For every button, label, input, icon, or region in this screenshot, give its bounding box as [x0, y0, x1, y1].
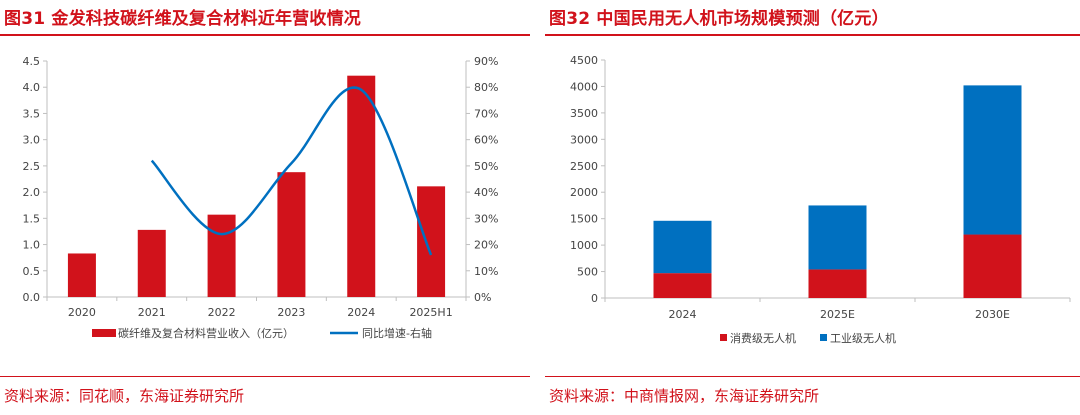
legend-revenue-swatch [92, 329, 116, 337]
x-tick-label: 2020 [68, 306, 96, 319]
y-tick-label: 2000 [570, 186, 598, 199]
right-y-tick-label: 40% [474, 186, 498, 199]
x-tick-label: 2021 [138, 306, 166, 319]
revenue-bar [417, 186, 446, 297]
right-y-tick-label: 10% [474, 265, 498, 278]
legend-industrial-swatch [820, 334, 827, 341]
left-source-note: 资料来源：同花顺，东海证券研究所 [4, 387, 245, 405]
y-tick-label: 3000 [570, 133, 598, 146]
revenue-bar [277, 172, 306, 297]
left-y-tick-label: 3.5 [23, 107, 41, 120]
right-y-tick-label: 70% [474, 107, 498, 120]
right-source-note: 资料来源：中商情报网，东海证券研究所 [549, 387, 820, 405]
right-chart-panel: 图32 中国民用无人机市场规模预测（亿元） 0 500 1000 1500 2000 25… [545, 0, 1080, 415]
right-source-rule [545, 376, 1080, 377]
x-tick-label: 2024 [347, 306, 375, 319]
industrial-drone-bar [808, 205, 867, 270]
y-tick-label: 4000 [570, 80, 598, 93]
legend-growth-label: 同比增速-右轴 [362, 326, 432, 340]
y-tick-label: 4500 [570, 54, 598, 67]
left-chart-title: 图31 金发科技碳纤维及复合材料近年营收情况 [4, 9, 361, 29]
x-tick-label: 2024 [669, 308, 697, 321]
right-y-tick-label: 50% [474, 160, 498, 173]
y-tick-label: 1000 [570, 239, 598, 252]
y-tick-label: 0 [591, 292, 598, 305]
left-y-tick-label: 1.0 [23, 239, 41, 252]
consumer-drone-bar [653, 273, 712, 298]
growth-rate-line [150, 86, 433, 256]
x-tick-label: 2023 [277, 306, 305, 319]
left-y-tick-label: 4.5 [23, 55, 41, 68]
revenue-chart: 0.0 0.5 1.0 1.5 2.0 2.5 3.0 3.5 4.0 4.5 0% 10% 20% 30… [23, 55, 499, 340]
x-tick-label: 2022 [208, 306, 236, 319]
x-tick-label: 2030E [975, 308, 1010, 321]
right-title-rule [545, 34, 1080, 36]
left-y-tick-label: 0.5 [23, 265, 41, 278]
revenue-bar [207, 214, 236, 297]
left-y-tick-label: 3.0 [23, 134, 41, 147]
left-y-tick-label: 2.0 [23, 186, 41, 199]
left-y-tick-label: 1.5 [23, 212, 41, 225]
right-y-tick-label: 80% [474, 81, 498, 94]
industrial-drone-bar [963, 85, 1022, 235]
consumer-drone-bar [963, 234, 1022, 298]
right-y-tick-label: 90% [474, 55, 498, 68]
legend-consumer-label: 消费级无人机 [730, 331, 796, 345]
left-y-tick-label: 2.5 [23, 160, 41, 173]
industrial-drone-bar [653, 220, 712, 274]
y-tick-label: 3500 [570, 107, 598, 120]
revenue-bar [137, 229, 166, 297]
left-y-tick-label: 4.0 [23, 81, 41, 94]
y-tick-label: 2500 [570, 160, 598, 173]
revenue-bar [67, 253, 96, 297]
legend-consumer-swatch [720, 334, 727, 341]
y-tick-label: 500 [577, 266, 598, 279]
legend-industrial-label: 工业级无人机 [830, 331, 896, 345]
y-tick-label: 1500 [570, 213, 598, 226]
right-chart-title: 图32 中国民用无人机市场规模预测（亿元） [549, 9, 889, 29]
right-y-tick-label: 30% [474, 212, 498, 225]
legend-revenue-label: 碳纤维及复合材料营业收入（亿元） [118, 326, 294, 340]
revenue-bar [347, 75, 376, 297]
left-source-rule [0, 376, 530, 377]
right-y-tick-label: 20% [474, 239, 498, 252]
drone-market-chart: 0 500 1000 1500 2000 2500 3000 3500 4000 4500 2024… [570, 54, 1071, 345]
x-tick-label: 2025H1 [409, 306, 452, 319]
left-chart-panel: 图31 金发科技碳纤维及复合材料近年营收情况 0.0 0.5 1.0 1.5 2.0 2.… [0, 0, 530, 415]
right-y-tick-label: 0% [474, 291, 491, 304]
x-tick-label: 2025E [820, 308, 855, 321]
left-y-tick-label: 0.0 [23, 291, 41, 304]
left-title-rule [0, 34, 530, 36]
right-y-tick-label: 60% [474, 134, 498, 147]
consumer-drone-bar [808, 269, 867, 298]
